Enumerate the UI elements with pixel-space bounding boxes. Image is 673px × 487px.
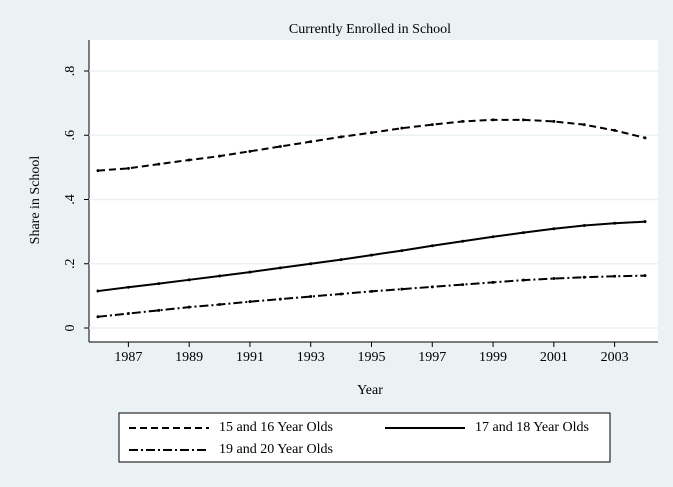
data-point xyxy=(400,126,404,130)
x-tick-label: 1989 xyxy=(175,350,203,365)
data-point xyxy=(278,144,282,148)
data-point xyxy=(370,289,373,293)
data-point xyxy=(582,275,586,279)
data-point xyxy=(309,262,313,266)
data-point xyxy=(248,149,252,153)
data-point xyxy=(339,258,343,262)
data-point xyxy=(491,235,495,239)
data-point xyxy=(491,118,495,122)
plot-area xyxy=(89,40,658,342)
x-tick-label: 2003 xyxy=(601,350,629,365)
y-tick-label: .6 xyxy=(63,130,78,141)
data-point xyxy=(643,136,647,140)
y-axis-label: Share in School xyxy=(28,156,43,245)
data-point xyxy=(187,278,191,282)
data-point xyxy=(400,287,404,291)
chart-title: Currently Enrolled in School xyxy=(289,22,451,37)
data-point xyxy=(582,123,586,127)
data-point xyxy=(370,253,373,257)
y-tick-label: .4 xyxy=(63,194,78,205)
data-point xyxy=(370,131,373,135)
x-tick-label: 1993 xyxy=(297,350,325,365)
data-point xyxy=(96,289,100,293)
legend-label: 17 and 18 Year Olds xyxy=(475,420,589,435)
data-point xyxy=(521,278,525,282)
data-point xyxy=(126,312,130,316)
data-point xyxy=(248,270,252,274)
x-tick-label: 1997 xyxy=(418,350,446,365)
data-point xyxy=(278,297,282,301)
data-point xyxy=(157,308,161,312)
data-point xyxy=(339,292,343,296)
data-point xyxy=(157,282,161,286)
data-point xyxy=(96,169,100,173)
data-point xyxy=(582,224,586,228)
data-point xyxy=(491,280,495,284)
data-point xyxy=(400,249,404,253)
legend-box xyxy=(118,412,611,463)
data-point xyxy=(430,285,434,289)
x-tick-label: 2001 xyxy=(540,350,568,365)
data-point xyxy=(643,220,647,224)
data-point xyxy=(613,221,617,225)
x-tick-label: 1995 xyxy=(358,350,386,365)
legend-label: 19 and 20 Year Olds xyxy=(219,442,333,457)
y-tick-label: 0 xyxy=(63,325,78,332)
data-point xyxy=(643,274,647,278)
data-point xyxy=(430,123,434,127)
data-point xyxy=(521,231,525,235)
y-tick-label: .2 xyxy=(63,259,78,270)
data-point xyxy=(278,266,282,270)
data-point xyxy=(157,162,161,166)
data-point xyxy=(187,305,191,309)
data-point xyxy=(461,283,465,287)
data-point xyxy=(126,285,130,289)
data-point xyxy=(521,118,525,122)
x-tick-label: 1987 xyxy=(114,350,142,365)
data-point xyxy=(339,135,343,139)
data-point xyxy=(218,274,222,278)
data-point xyxy=(613,274,617,278)
data-point xyxy=(613,128,617,132)
legend-label: 15 and 16 Year Olds xyxy=(219,420,333,435)
data-point xyxy=(96,315,100,319)
data-point xyxy=(552,277,556,281)
data-point xyxy=(461,239,465,243)
data-point xyxy=(309,295,313,299)
data-point xyxy=(126,166,130,170)
data-point xyxy=(218,154,222,158)
x-tick-label: 1999 xyxy=(479,350,507,365)
data-point xyxy=(309,140,313,144)
data-point xyxy=(461,119,465,123)
x-axis-label: Year xyxy=(357,383,383,398)
x-tick-label: 1991 xyxy=(236,350,264,365)
data-point xyxy=(552,119,556,123)
data-point xyxy=(248,300,252,304)
data-point xyxy=(552,227,556,231)
data-point xyxy=(430,244,434,248)
y-tick-label: .8 xyxy=(63,66,78,77)
data-point xyxy=(187,158,191,162)
data-point xyxy=(218,303,222,307)
